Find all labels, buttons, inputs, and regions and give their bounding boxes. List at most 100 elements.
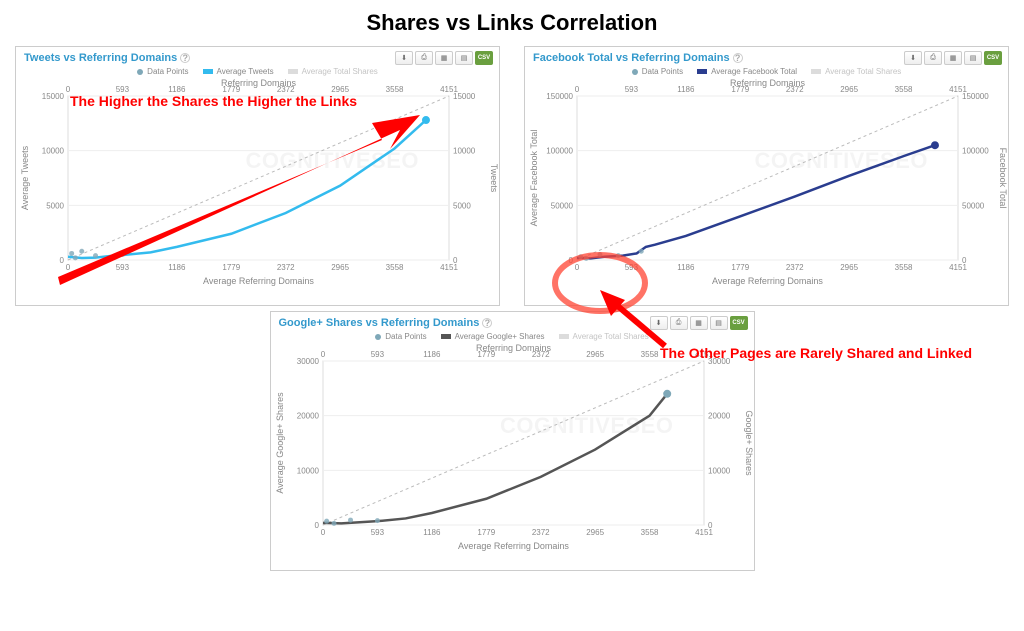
toolbar-btn-2[interactable]: ▦ (690, 316, 708, 330)
chart-title: Tweets vs Referring Domains? (24, 52, 190, 64)
svg-text:0: 0 (320, 528, 325, 537)
chart-title: Google+ Shares vs Referring Domains? (279, 317, 493, 329)
svg-text:2965: 2965 (331, 263, 349, 272)
svg-text:5000: 5000 (453, 201, 471, 210)
chart-google: Google+ Shares vs Referring Domains? ⬇⎙▦▤… (270, 311, 755, 571)
toolbar-btn-4[interactable]: CSV (475, 51, 493, 65)
legend-item[interactable]: Average Total Shares (559, 332, 649, 341)
page-title: Shares vs Links Correlation (0, 0, 1024, 36)
toolbar-btn-1[interactable]: ⎙ (924, 51, 942, 65)
svg-text:4151: 4151 (440, 85, 458, 94)
svg-text:2372: 2372 (277, 263, 295, 272)
svg-text:100000: 100000 (962, 147, 989, 156)
chart-toolbar: ⬇⎙▦▤CSV (395, 51, 493, 65)
svg-text:593: 593 (370, 350, 384, 359)
svg-text:Referring Domains: Referring Domains (730, 78, 806, 88)
svg-text:50000: 50000 (551, 201, 574, 210)
svg-text:Average Tweets: Average Tweets (20, 145, 30, 210)
svg-text:4151: 4151 (949, 263, 967, 272)
svg-text:0: 0 (66, 263, 71, 272)
legend-item[interactable]: Data Points (137, 67, 188, 76)
svg-text:1779: 1779 (477, 528, 495, 537)
svg-text:593: 593 (116, 85, 130, 94)
toolbar-btn-2[interactable]: ▦ (944, 51, 962, 65)
svg-text:3558: 3558 (895, 85, 913, 94)
svg-text:2372: 2372 (531, 528, 549, 537)
toolbar-btn-1[interactable]: ⎙ (670, 316, 688, 330)
svg-text:20000: 20000 (708, 412, 731, 421)
svg-text:100000: 100000 (546, 147, 573, 156)
legend-item[interactable]: Average Total Shares (811, 67, 901, 76)
svg-text:Average Referring Domains: Average Referring Domains (458, 541, 569, 551)
svg-text:1779: 1779 (731, 263, 749, 272)
svg-text:15000: 15000 (42, 92, 65, 101)
toolbar-btn-0[interactable]: ⬇ (904, 51, 922, 65)
toolbar-btn-4[interactable]: CSV (730, 316, 748, 330)
svg-text:30000: 30000 (296, 357, 319, 366)
svg-text:4151: 4151 (695, 350, 713, 359)
svg-text:3558: 3558 (640, 350, 658, 359)
chart-legend: Data Points Average Tweets Average Total S… (16, 67, 499, 78)
toolbar-btn-4[interactable]: CSV (984, 51, 1002, 65)
svg-text:1186: 1186 (423, 350, 441, 359)
svg-text:593: 593 (625, 263, 639, 272)
svg-text:0: 0 (66, 85, 71, 94)
toolbar-btn-0[interactable]: ⬇ (395, 51, 413, 65)
legend-item[interactable]: Data Points (632, 67, 683, 76)
svg-text:Referring Domains: Referring Domains (475, 343, 551, 353)
svg-text:2372: 2372 (786, 263, 804, 272)
svg-text:150000: 150000 (546, 92, 573, 101)
svg-text:3558: 3558 (895, 263, 913, 272)
svg-text:593: 593 (625, 85, 639, 94)
svg-text:1186: 1186 (423, 528, 441, 537)
svg-text:20000: 20000 (296, 412, 319, 421)
svg-text:1186: 1186 (168, 263, 186, 272)
chart-legend: Data Points Average Google+ Shares Average… (271, 332, 754, 343)
svg-text:50000: 50000 (962, 201, 985, 210)
legend-item[interactable]: Average Total Shares (288, 67, 378, 76)
toolbar-btn-3[interactable]: ▤ (964, 51, 982, 65)
legend-item[interactable]: Average Google+ Shares (441, 332, 545, 341)
svg-text:0: 0 (569, 256, 574, 265)
toolbar-btn-3[interactable]: ▤ (455, 51, 473, 65)
svg-text:4151: 4151 (695, 528, 713, 537)
svg-text:2965: 2965 (840, 85, 858, 94)
toolbar-btn-2[interactable]: ▦ (435, 51, 453, 65)
svg-text:Google+ Shares: Google+ Shares (744, 410, 754, 476)
chart-title: Facebook Total vs Referring Domains? (533, 52, 743, 64)
toolbar-btn-1[interactable]: ⎙ (415, 51, 433, 65)
toolbar-btn-0[interactable]: ⬇ (650, 316, 668, 330)
chart-legend: Data Points Average Facebook Total Average… (525, 67, 1008, 78)
svg-text:2965: 2965 (586, 528, 604, 537)
svg-text:1186: 1186 (168, 85, 186, 94)
chart-facebook: Facebook Total vs Referring Domains? ⬇⎙▦▤… (524, 46, 1009, 306)
help-icon[interactable]: ? (180, 53, 190, 63)
svg-text:3558: 3558 (386, 85, 404, 94)
legend-item[interactable]: Average Tweets (203, 67, 274, 76)
toolbar-btn-3[interactable]: ▤ (710, 316, 728, 330)
svg-text:Average Referring Domains: Average Referring Domains (203, 276, 314, 286)
svg-text:10000: 10000 (708, 466, 731, 475)
svg-text:0: 0 (320, 350, 325, 359)
svg-text:1779: 1779 (222, 263, 240, 272)
svg-text:Tweets: Tweets (489, 164, 499, 193)
svg-text:10000: 10000 (42, 147, 65, 156)
svg-text:Average Facebook Total: Average Facebook Total (529, 130, 539, 227)
svg-text:4151: 4151 (949, 85, 967, 94)
help-icon[interactable]: ? (482, 318, 492, 328)
legend-item[interactable]: Data Points (375, 332, 426, 341)
svg-text:3558: 3558 (640, 528, 658, 537)
svg-text:5000: 5000 (46, 201, 64, 210)
legend-item[interactable]: Average Facebook Total (697, 67, 797, 76)
chart-tweets: Tweets vs Referring Domains? ⬇⎙▦▤CSV Data … (15, 46, 500, 306)
svg-text:0: 0 (575, 85, 580, 94)
svg-text:1186: 1186 (677, 263, 695, 272)
svg-text:Referring Domains: Referring Domains (221, 78, 297, 88)
svg-text:0: 0 (314, 521, 319, 530)
help-icon[interactable]: ? (733, 53, 743, 63)
chart-toolbar: ⬇⎙▦▤CSV (904, 51, 1002, 65)
svg-text:Average Referring Domains: Average Referring Domains (712, 276, 823, 286)
svg-text:10000: 10000 (296, 466, 319, 475)
svg-text:2965: 2965 (331, 85, 349, 94)
svg-text:2965: 2965 (586, 350, 604, 359)
